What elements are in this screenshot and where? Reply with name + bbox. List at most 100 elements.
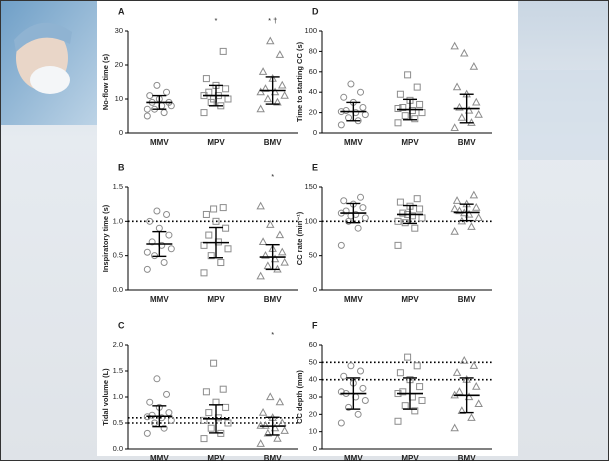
point	[347, 362, 355, 370]
point	[411, 407, 419, 415]
point	[354, 224, 362, 232]
point	[263, 94, 273, 103]
point	[163, 88, 171, 96]
point	[467, 413, 476, 421]
point	[278, 80, 287, 89]
point	[464, 105, 474, 114]
y-tick-label: 150	[304, 182, 317, 191]
point	[464, 209, 474, 218]
y-tick-label: 50	[309, 251, 317, 260]
point	[273, 433, 282, 442]
y-tick-label: 60	[309, 340, 317, 349]
point	[261, 420, 270, 429]
point	[261, 84, 270, 92]
point	[143, 265, 151, 273]
point	[361, 214, 369, 222]
point	[210, 205, 218, 213]
point	[202, 388, 210, 396]
point	[210, 359, 218, 367]
point	[219, 47, 227, 55]
point	[273, 97, 282, 106]
point	[469, 190, 479, 199]
point	[455, 387, 464, 395]
y-tick-label: 50	[309, 357, 317, 366]
y-axis-label: Time to starting CC (s)	[295, 41, 304, 122]
photo-mask	[30, 66, 70, 94]
point	[347, 80, 355, 88]
point	[143, 248, 151, 256]
point	[200, 435, 208, 443]
point	[469, 361, 479, 369]
point	[399, 104, 407, 111]
annotation: *	[271, 330, 274, 339]
y-tick-label: 100	[304, 26, 317, 35]
point	[457, 406, 467, 414]
point	[256, 87, 265, 96]
point	[261, 251, 270, 259]
point	[394, 119, 402, 127]
y-tick-label: 10	[115, 94, 123, 103]
y-tick-label: 0	[313, 285, 317, 294]
point	[450, 423, 459, 432]
point	[340, 197, 348, 205]
y-tick-label: 1.0	[113, 216, 123, 225]
point	[474, 213, 483, 221]
point	[472, 381, 481, 390]
x-tick-label: MMV	[150, 454, 169, 461]
point	[278, 247, 287, 256]
point	[450, 204, 459, 213]
point	[416, 383, 424, 391]
point	[280, 426, 289, 434]
point	[342, 107, 350, 115]
point	[450, 226, 459, 235]
point	[148, 411, 156, 419]
panel-letter: C	[118, 320, 125, 330]
point	[167, 416, 175, 424]
y-tick-label: 100	[304, 216, 317, 225]
point	[266, 220, 275, 228]
x-tick-label: MMV	[344, 138, 363, 147]
y-tick-label: 0.5	[113, 418, 123, 427]
point	[153, 81, 161, 89]
point	[219, 204, 227, 212]
point	[258, 237, 268, 246]
point	[411, 224, 419, 232]
point	[474, 110, 483, 118]
point	[256, 271, 265, 280]
point	[207, 424, 215, 432]
point	[143, 429, 151, 437]
point	[256, 420, 265, 429]
point	[222, 403, 230, 411]
y-tick-label: 0	[313, 128, 317, 137]
point	[266, 392, 275, 401]
panel-letter: B	[118, 162, 125, 172]
point	[202, 75, 210, 83]
point	[263, 428, 273, 437]
point	[146, 217, 154, 225]
point	[396, 198, 404, 206]
x-tick-label: MMV	[344, 295, 363, 304]
point	[258, 407, 268, 416]
point	[263, 261, 273, 270]
point	[224, 245, 232, 253]
point	[357, 88, 365, 96]
point	[163, 390, 171, 398]
point	[404, 71, 412, 79]
annotation: *	[271, 172, 274, 181]
point	[413, 195, 421, 203]
point	[411, 115, 419, 123]
y-tick-label: 2.0	[113, 340, 123, 349]
point	[143, 105, 151, 113]
y-tick-label: 40	[309, 375, 317, 384]
point	[469, 62, 479, 70]
point	[275, 230, 285, 239]
y-tick-label: 20	[309, 108, 317, 117]
x-tick-label: MMV	[150, 295, 169, 304]
y-axis-label: Inspiratory time (s)	[101, 204, 110, 272]
point	[200, 416, 208, 424]
x-tick-label: BMV	[264, 138, 282, 147]
point	[404, 353, 412, 361]
point	[472, 97, 481, 106]
point	[160, 424, 168, 432]
